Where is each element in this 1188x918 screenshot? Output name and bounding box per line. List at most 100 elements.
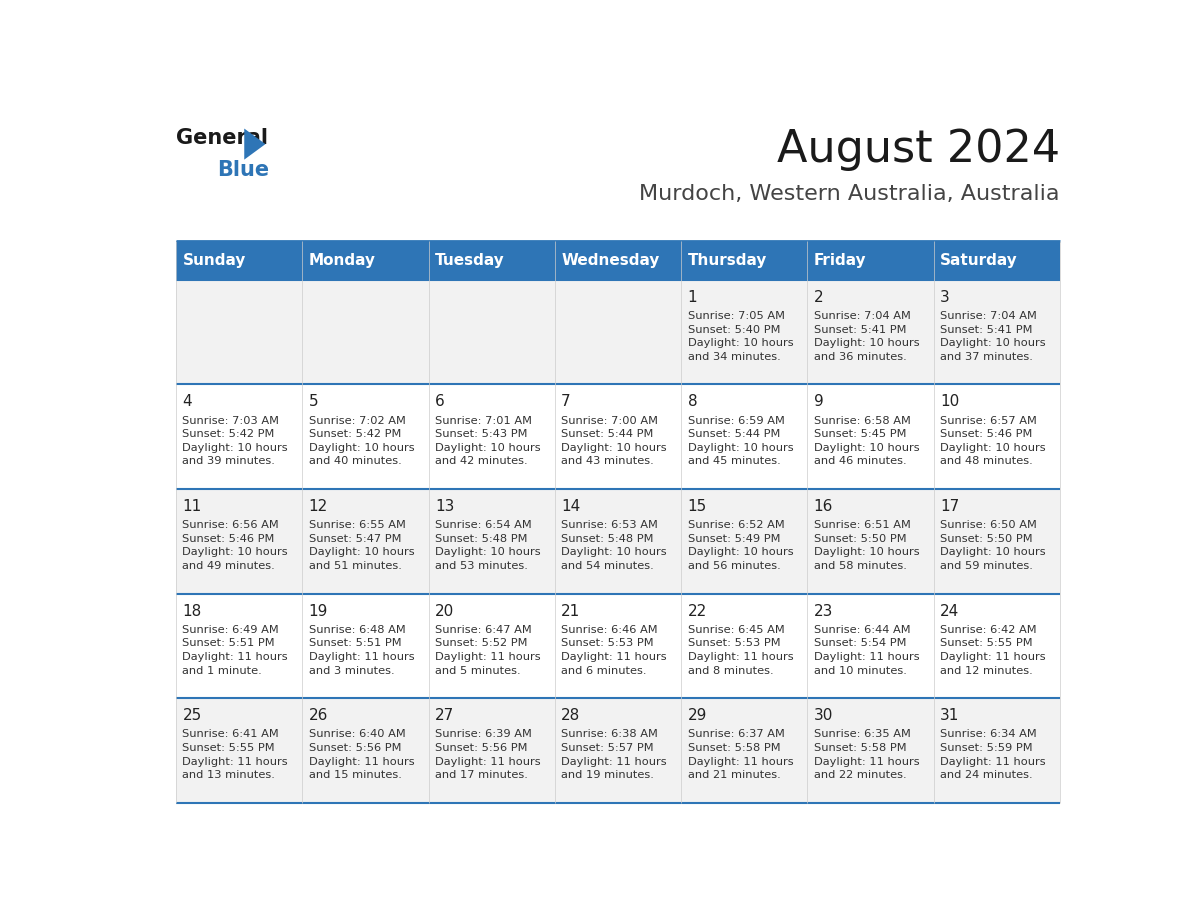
FancyBboxPatch shape	[934, 594, 1060, 699]
FancyBboxPatch shape	[934, 699, 1060, 803]
FancyBboxPatch shape	[808, 385, 934, 489]
Text: Sunrise: 6:40 AM
Sunset: 5:56 PM
Daylight: 11 hours
and 15 minutes.: Sunrise: 6:40 AM Sunset: 5:56 PM Dayligh…	[309, 730, 415, 780]
Text: Tuesday: Tuesday	[435, 252, 505, 268]
Text: Sunrise: 7:00 AM
Sunset: 5:44 PM
Daylight: 10 hours
and 43 minutes.: Sunrise: 7:00 AM Sunset: 5:44 PM Dayligh…	[561, 416, 666, 466]
FancyBboxPatch shape	[429, 280, 555, 385]
Polygon shape	[245, 129, 265, 160]
Text: 14: 14	[561, 498, 581, 514]
FancyBboxPatch shape	[808, 280, 934, 385]
FancyBboxPatch shape	[681, 280, 808, 385]
Text: 25: 25	[183, 708, 202, 723]
Text: 18: 18	[183, 603, 202, 619]
Text: 24: 24	[940, 603, 959, 619]
FancyBboxPatch shape	[808, 489, 934, 594]
FancyBboxPatch shape	[555, 594, 681, 699]
Text: 20: 20	[435, 603, 454, 619]
Text: Sunrise: 6:41 AM
Sunset: 5:55 PM
Daylight: 11 hours
and 13 minutes.: Sunrise: 6:41 AM Sunset: 5:55 PM Dayligh…	[183, 730, 287, 780]
Text: Saturday: Saturday	[940, 252, 1018, 268]
Text: Sunday: Sunday	[183, 252, 246, 268]
Text: 7: 7	[561, 395, 571, 409]
Text: Sunrise: 7:03 AM
Sunset: 5:42 PM
Daylight: 10 hours
and 39 minutes.: Sunrise: 7:03 AM Sunset: 5:42 PM Dayligh…	[183, 416, 287, 466]
Text: Blue: Blue	[217, 160, 270, 180]
Text: Sunrise: 6:46 AM
Sunset: 5:53 PM
Daylight: 11 hours
and 6 minutes.: Sunrise: 6:46 AM Sunset: 5:53 PM Dayligh…	[561, 625, 666, 676]
Text: Sunrise: 6:44 AM
Sunset: 5:54 PM
Daylight: 11 hours
and 10 minutes.: Sunrise: 6:44 AM Sunset: 5:54 PM Dayligh…	[814, 625, 920, 676]
Text: Sunrise: 7:04 AM
Sunset: 5:41 PM
Daylight: 10 hours
and 37 minutes.: Sunrise: 7:04 AM Sunset: 5:41 PM Dayligh…	[940, 311, 1045, 362]
FancyBboxPatch shape	[176, 594, 303, 699]
Text: Sunrise: 6:52 AM
Sunset: 5:49 PM
Daylight: 10 hours
and 56 minutes.: Sunrise: 6:52 AM Sunset: 5:49 PM Dayligh…	[688, 521, 794, 571]
Text: 10: 10	[940, 395, 959, 409]
Text: Friday: Friday	[814, 252, 866, 268]
FancyBboxPatch shape	[303, 594, 429, 699]
Text: 4: 4	[183, 395, 192, 409]
Text: General: General	[176, 128, 268, 148]
Text: 3: 3	[940, 290, 949, 305]
FancyBboxPatch shape	[934, 241, 1060, 280]
Text: 12: 12	[309, 498, 328, 514]
FancyBboxPatch shape	[303, 280, 429, 385]
Text: Sunrise: 7:01 AM
Sunset: 5:43 PM
Daylight: 10 hours
and 42 minutes.: Sunrise: 7:01 AM Sunset: 5:43 PM Dayligh…	[435, 416, 541, 466]
Text: 19: 19	[309, 603, 328, 619]
FancyBboxPatch shape	[429, 385, 555, 489]
FancyBboxPatch shape	[681, 241, 808, 280]
Text: Sunrise: 6:37 AM
Sunset: 5:58 PM
Daylight: 11 hours
and 21 minutes.: Sunrise: 6:37 AM Sunset: 5:58 PM Dayligh…	[688, 730, 794, 780]
Text: 11: 11	[183, 498, 202, 514]
Text: August 2024: August 2024	[777, 128, 1060, 171]
Text: 23: 23	[814, 603, 833, 619]
Text: Sunrise: 7:02 AM
Sunset: 5:42 PM
Daylight: 10 hours
and 40 minutes.: Sunrise: 7:02 AM Sunset: 5:42 PM Dayligh…	[309, 416, 415, 466]
FancyBboxPatch shape	[429, 489, 555, 594]
Text: 27: 27	[435, 708, 454, 723]
Text: Sunrise: 6:47 AM
Sunset: 5:52 PM
Daylight: 11 hours
and 5 minutes.: Sunrise: 6:47 AM Sunset: 5:52 PM Dayligh…	[435, 625, 541, 676]
FancyBboxPatch shape	[555, 489, 681, 594]
Text: Sunrise: 6:49 AM
Sunset: 5:51 PM
Daylight: 11 hours
and 1 minute.: Sunrise: 6:49 AM Sunset: 5:51 PM Dayligh…	[183, 625, 287, 676]
Text: 9: 9	[814, 395, 823, 409]
Text: 5: 5	[309, 395, 318, 409]
Text: 31: 31	[940, 708, 960, 723]
FancyBboxPatch shape	[934, 385, 1060, 489]
Text: 1: 1	[688, 290, 697, 305]
FancyBboxPatch shape	[429, 594, 555, 699]
Text: Sunrise: 6:56 AM
Sunset: 5:46 PM
Daylight: 10 hours
and 49 minutes.: Sunrise: 6:56 AM Sunset: 5:46 PM Dayligh…	[183, 521, 287, 571]
Text: Sunrise: 6:42 AM
Sunset: 5:55 PM
Daylight: 11 hours
and 12 minutes.: Sunrise: 6:42 AM Sunset: 5:55 PM Dayligh…	[940, 625, 1045, 676]
Text: Sunrise: 6:54 AM
Sunset: 5:48 PM
Daylight: 10 hours
and 53 minutes.: Sunrise: 6:54 AM Sunset: 5:48 PM Dayligh…	[435, 521, 541, 571]
Text: Sunrise: 6:59 AM
Sunset: 5:44 PM
Daylight: 10 hours
and 45 minutes.: Sunrise: 6:59 AM Sunset: 5:44 PM Dayligh…	[688, 416, 794, 466]
Text: Sunrise: 6:53 AM
Sunset: 5:48 PM
Daylight: 10 hours
and 54 minutes.: Sunrise: 6:53 AM Sunset: 5:48 PM Dayligh…	[561, 521, 666, 571]
FancyBboxPatch shape	[176, 280, 303, 385]
FancyBboxPatch shape	[934, 280, 1060, 385]
FancyBboxPatch shape	[808, 699, 934, 803]
FancyBboxPatch shape	[176, 385, 303, 489]
Text: 26: 26	[309, 708, 328, 723]
Text: Sunrise: 6:50 AM
Sunset: 5:50 PM
Daylight: 10 hours
and 59 minutes.: Sunrise: 6:50 AM Sunset: 5:50 PM Dayligh…	[940, 521, 1045, 571]
FancyBboxPatch shape	[555, 699, 681, 803]
Text: Sunrise: 6:48 AM
Sunset: 5:51 PM
Daylight: 11 hours
and 3 minutes.: Sunrise: 6:48 AM Sunset: 5:51 PM Dayligh…	[309, 625, 415, 676]
Text: Sunrise: 6:57 AM
Sunset: 5:46 PM
Daylight: 10 hours
and 48 minutes.: Sunrise: 6:57 AM Sunset: 5:46 PM Dayligh…	[940, 416, 1045, 466]
Text: Sunrise: 6:45 AM
Sunset: 5:53 PM
Daylight: 11 hours
and 8 minutes.: Sunrise: 6:45 AM Sunset: 5:53 PM Dayligh…	[688, 625, 794, 676]
FancyBboxPatch shape	[303, 699, 429, 803]
Text: Murdoch, Western Australia, Australia: Murdoch, Western Australia, Australia	[639, 185, 1060, 205]
Text: Sunrise: 6:35 AM
Sunset: 5:58 PM
Daylight: 11 hours
and 22 minutes.: Sunrise: 6:35 AM Sunset: 5:58 PM Dayligh…	[814, 730, 920, 780]
Text: 8: 8	[688, 395, 697, 409]
Text: 29: 29	[688, 708, 707, 723]
FancyBboxPatch shape	[429, 699, 555, 803]
Text: 28: 28	[561, 708, 581, 723]
FancyBboxPatch shape	[555, 385, 681, 489]
FancyBboxPatch shape	[429, 241, 555, 280]
Text: 16: 16	[814, 498, 833, 514]
Text: Sunrise: 6:51 AM
Sunset: 5:50 PM
Daylight: 10 hours
and 58 minutes.: Sunrise: 6:51 AM Sunset: 5:50 PM Dayligh…	[814, 521, 920, 571]
Text: Sunrise: 7:04 AM
Sunset: 5:41 PM
Daylight: 10 hours
and 36 minutes.: Sunrise: 7:04 AM Sunset: 5:41 PM Dayligh…	[814, 311, 920, 362]
FancyBboxPatch shape	[681, 594, 808, 699]
FancyBboxPatch shape	[555, 241, 681, 280]
FancyBboxPatch shape	[808, 594, 934, 699]
FancyBboxPatch shape	[176, 489, 303, 594]
FancyBboxPatch shape	[303, 489, 429, 594]
Text: Sunrise: 7:05 AM
Sunset: 5:40 PM
Daylight: 10 hours
and 34 minutes.: Sunrise: 7:05 AM Sunset: 5:40 PM Dayligh…	[688, 311, 794, 362]
FancyBboxPatch shape	[808, 241, 934, 280]
Text: 13: 13	[435, 498, 454, 514]
Text: Thursday: Thursday	[688, 252, 767, 268]
FancyBboxPatch shape	[303, 241, 429, 280]
FancyBboxPatch shape	[934, 489, 1060, 594]
Text: Sunrise: 6:39 AM
Sunset: 5:56 PM
Daylight: 11 hours
and 17 minutes.: Sunrise: 6:39 AM Sunset: 5:56 PM Dayligh…	[435, 730, 541, 780]
FancyBboxPatch shape	[555, 280, 681, 385]
FancyBboxPatch shape	[681, 699, 808, 803]
FancyBboxPatch shape	[176, 241, 303, 280]
Text: 17: 17	[940, 498, 959, 514]
